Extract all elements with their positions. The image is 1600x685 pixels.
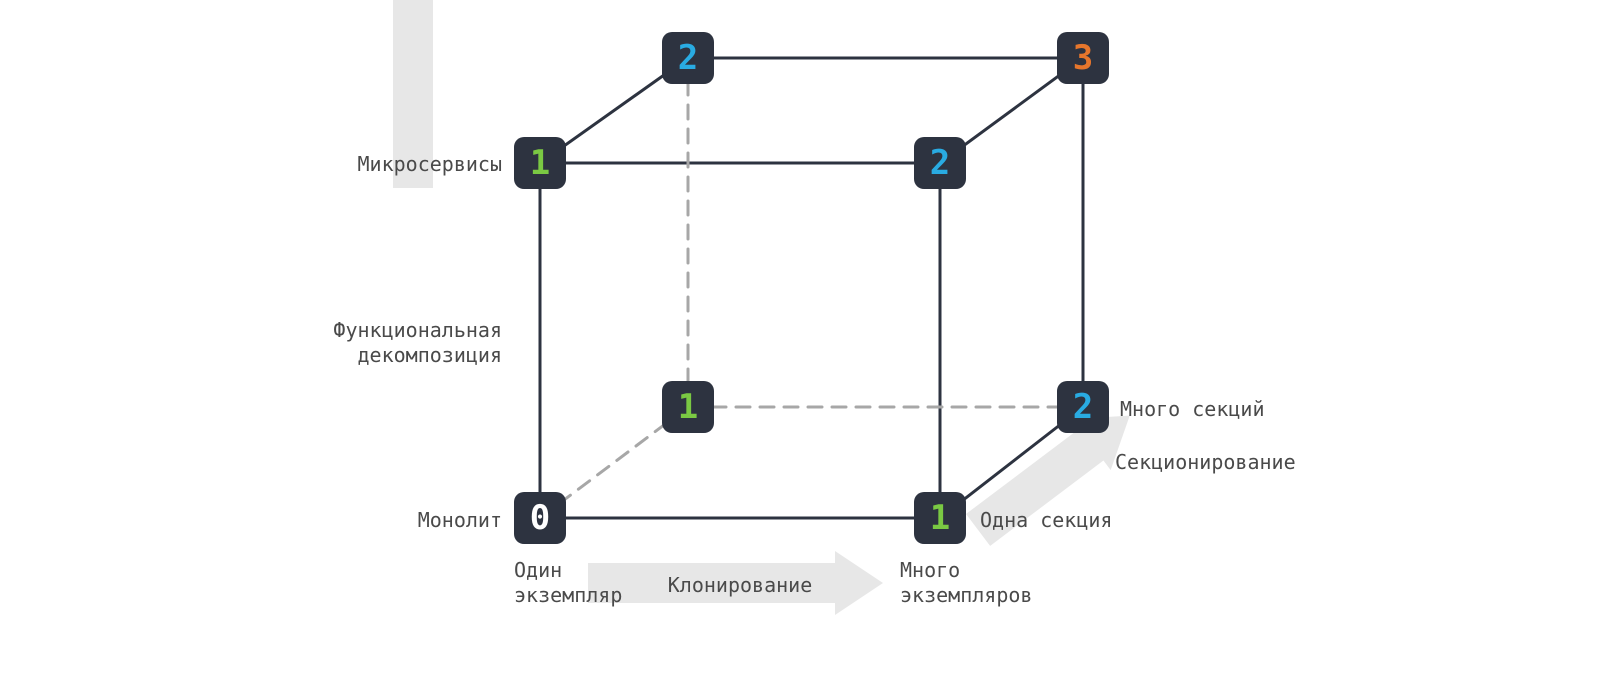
cube-vertex-btl: 2 <box>662 32 714 84</box>
label-sectioning: Секционирование <box>1115 450 1296 475</box>
scale-cube-diagram: 0 1 1 2 1 2 2 3 Микросервисы Функциональная деком… <box>0 0 1600 685</box>
label-microservices: Микросервисы <box>358 152 503 177</box>
cube-vertex-bbr: 2 <box>1057 381 1109 433</box>
cube-vertex-ftr: 2 <box>914 137 966 189</box>
cube-vertex-ftl: 1 <box>514 137 566 189</box>
cube-vertex-bbl: 1 <box>662 381 714 433</box>
cube-vertex-fbr: 1 <box>914 492 966 544</box>
cube-vertex-btr: 3 <box>1057 32 1109 84</box>
label-many_sections: Много секций <box>1120 397 1265 422</box>
cube-vertex-fbl: 0 <box>514 492 566 544</box>
label-one_section: Одна секция <box>980 508 1112 533</box>
label-one_instance: Один экземпляр <box>514 558 622 608</box>
label-monolith: Монолит <box>418 508 502 533</box>
label-func_decomp: Функциональная декомпозиция <box>333 318 502 368</box>
label-many_instances: Много экземпляров <box>900 558 1032 608</box>
label-cloning: Клонирование <box>668 573 813 598</box>
